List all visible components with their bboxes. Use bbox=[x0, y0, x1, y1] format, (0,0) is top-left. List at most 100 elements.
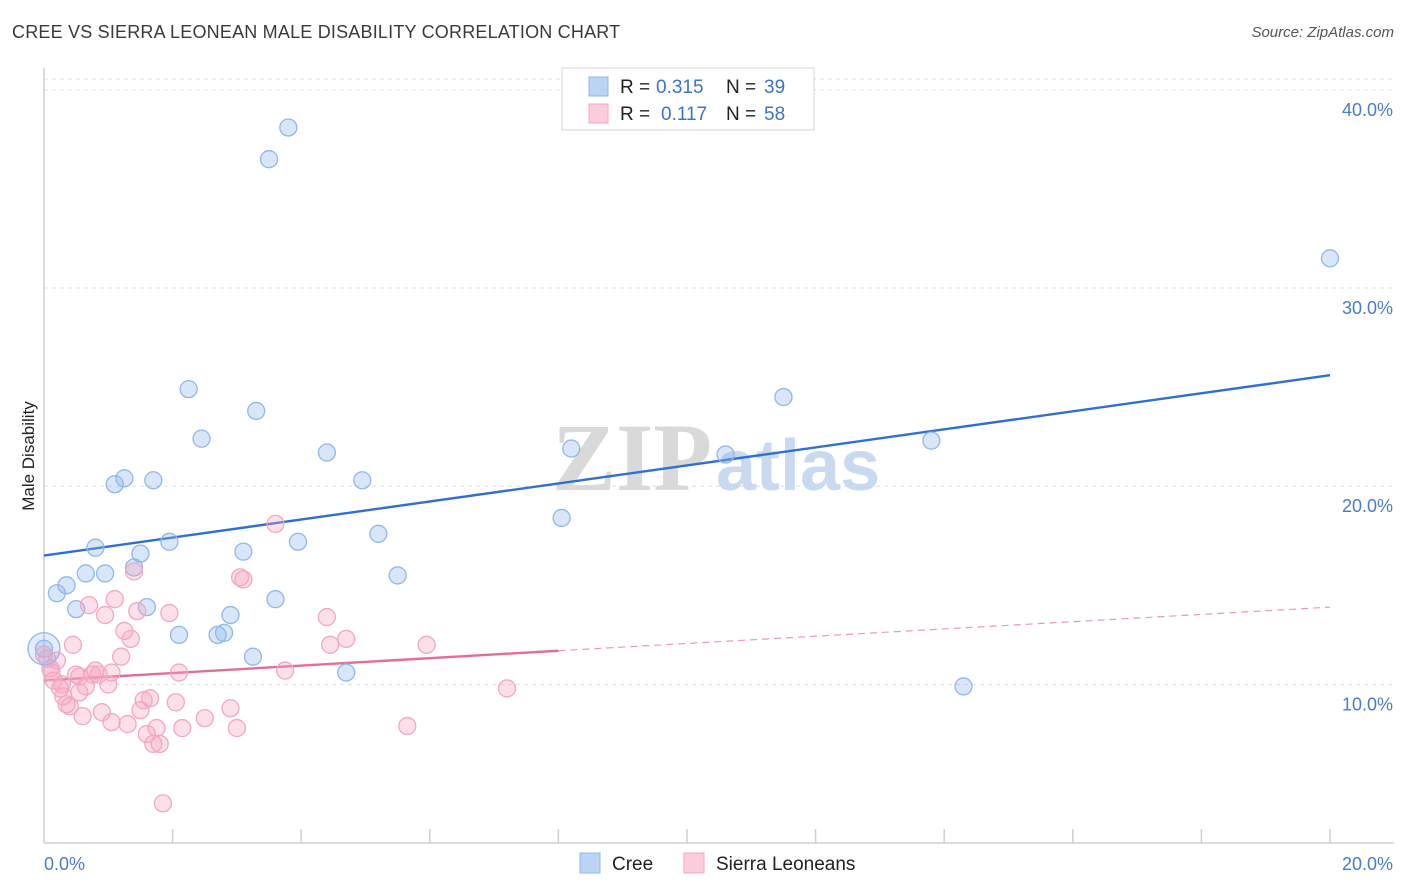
sierra-point-52 bbox=[417, 635, 436, 654]
cree-point-20 bbox=[234, 542, 253, 561]
sierra-point-14 bbox=[79, 596, 99, 615]
cree-point-19 bbox=[221, 605, 240, 625]
sierra-point-32 bbox=[140, 689, 160, 708]
chart-title: CREE VS SIERRA LEONEAN MALE DISABILITY C… bbox=[12, 22, 621, 42]
cree-point-38 bbox=[1320, 249, 1340, 268]
sierra-point-34 bbox=[147, 718, 166, 738]
sierra-point-56 bbox=[70, 667, 89, 686]
bottom-legend-swatch-cree bbox=[579, 852, 601, 874]
sierra-point-8 bbox=[60, 697, 79, 716]
sierra-point-40 bbox=[173, 718, 192, 738]
sierra-point-46 bbox=[266, 514, 285, 534]
sierra-point-57 bbox=[102, 663, 121, 682]
trend-line-0 bbox=[43, 374, 1331, 557]
cree-point-4 bbox=[76, 564, 95, 583]
legend-r-label-sierra: R = bbox=[620, 104, 650, 125]
y-tick-label-0: 10.0% bbox=[1342, 694, 1393, 714]
cree-point-26 bbox=[288, 532, 308, 551]
cree-point-5 bbox=[86, 538, 105, 557]
y-tick-label-2: 30.0% bbox=[1342, 298, 1393, 318]
cree-point-13 bbox=[160, 532, 179, 551]
sierra-point-23 bbox=[112, 647, 131, 666]
sierra-point-37 bbox=[160, 603, 179, 623]
legend-r-label-cree: R = bbox=[620, 77, 650, 98]
watermark: ZIP atlas bbox=[552, 404, 880, 511]
cree-point-0 bbox=[34, 639, 54, 658]
sierra-point-18 bbox=[92, 703, 112, 722]
y-tick-label-3: 40.0% bbox=[1342, 100, 1393, 120]
sierra-point-7 bbox=[57, 695, 76, 714]
sierra-point-47 bbox=[275, 661, 295, 680]
cree-point-21 bbox=[247, 401, 266, 421]
sierra-point-20 bbox=[99, 675, 118, 694]
sierra-point-9 bbox=[63, 635, 83, 654]
cree-point-31 bbox=[388, 566, 407, 585]
legend: R = 0.315 N = 39 R = 0.117 N = 58 bbox=[561, 67, 815, 131]
sierra-point-44 bbox=[230, 568, 250, 587]
cree-point-2 bbox=[57, 576, 76, 595]
bottom-legend: Cree Sierra Leoneans bbox=[579, 852, 855, 875]
cree-point-27 bbox=[317, 443, 337, 462]
cree-point-23 bbox=[259, 150, 279, 169]
cree-point-30 bbox=[369, 524, 388, 543]
sierra-point-12 bbox=[73, 706, 92, 726]
cree-point-24 bbox=[266, 590, 285, 609]
legend-n-label-cree: N = bbox=[726, 77, 756, 98]
x-tick-labels: 0.0% 20.0% bbox=[44, 854, 1393, 874]
cree-point-25 bbox=[279, 118, 298, 137]
cree-point-15 bbox=[179, 379, 198, 399]
cree-point-35 bbox=[774, 387, 793, 407]
legend-r-value-cree: 0.315 bbox=[656, 77, 704, 98]
cree-point-37 bbox=[954, 677, 973, 696]
legend-n-value-cree: 39 bbox=[764, 77, 785, 98]
data-points bbox=[27, 118, 1340, 813]
sierra-point-30 bbox=[134, 691, 153, 710]
sierra-point-49 bbox=[317, 607, 337, 627]
grid-lines bbox=[44, 78, 1394, 685]
cree-point-14 bbox=[169, 625, 189, 645]
cree-point-6 bbox=[95, 564, 115, 583]
bottom-legend-swatch-sierra bbox=[683, 852, 705, 874]
cree-point-large bbox=[27, 632, 61, 666]
legend-swatch-cree bbox=[588, 76, 609, 97]
sierra-point-28 bbox=[128, 601, 147, 621]
cree-point-28 bbox=[337, 663, 356, 682]
sierra-point-43 bbox=[227, 718, 247, 738]
cree-point-10 bbox=[124, 558, 144, 577]
sierra-point-27 bbox=[124, 562, 144, 581]
cree-point-17 bbox=[208, 625, 227, 645]
cree-point-33 bbox=[562, 439, 581, 458]
sierra-point-53 bbox=[497, 679, 517, 698]
cree-point-32 bbox=[552, 508, 571, 528]
cree-point-12 bbox=[144, 471, 163, 490]
sierra-point-4 bbox=[47, 651, 67, 670]
sierra-point-50 bbox=[337, 629, 356, 648]
cree-point-36 bbox=[922, 431, 941, 450]
trend-line-dashed-1 bbox=[558, 606, 1331, 652]
sierra-point-45 bbox=[234, 570, 253, 589]
legend-n-value-sierra: 58 bbox=[764, 104, 785, 125]
sierra-point-39 bbox=[169, 663, 189, 682]
axes bbox=[43, 68, 1394, 844]
sierra-point-31 bbox=[137, 724, 157, 744]
sierra-point-35 bbox=[150, 734, 169, 754]
x-tick-label-1: 20.0% bbox=[1342, 854, 1393, 874]
sierra-point-55 bbox=[52, 675, 72, 694]
cree-point-29 bbox=[353, 471, 372, 490]
cree-point-11 bbox=[137, 597, 157, 617]
cree-point-7 bbox=[105, 475, 124, 494]
sierra-point-19 bbox=[95, 605, 115, 625]
trend-line-1 bbox=[43, 649, 559, 682]
sierra-point-36 bbox=[153, 794, 173, 813]
bottom-legend-sierra: Sierra Leoneans bbox=[716, 854, 855, 875]
cree-point-18 bbox=[214, 623, 234, 643]
y-tick-label-1: 20.0% bbox=[1342, 496, 1393, 516]
y-axis-label: Male Disability bbox=[19, 401, 38, 511]
sierra-point-54 bbox=[42, 663, 61, 682]
trend-lines bbox=[43, 374, 1331, 682]
sierra-point-38 bbox=[166, 693, 185, 712]
sierra-point-42 bbox=[221, 699, 240, 718]
sierra-point-10 bbox=[67, 665, 86, 684]
sierra-point-26 bbox=[121, 629, 140, 648]
